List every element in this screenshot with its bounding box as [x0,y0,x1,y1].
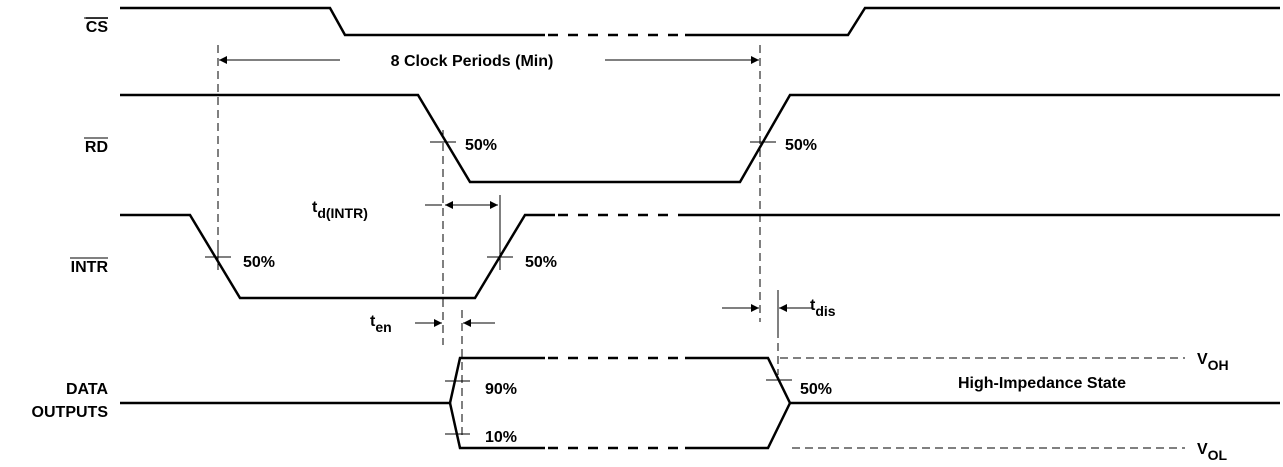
level-label: 50% [525,254,557,271]
data-label: OUTPUTS [32,404,109,421]
level-label: 50% [243,254,275,271]
timing-label: td(INTR) [312,199,368,220]
level-label: 10% [485,429,517,446]
level-label: 90% [485,381,517,398]
data-wave [448,402,545,450]
level-label: 50% [785,137,817,154]
rd-wave [120,93,1280,184]
cs-label: CS [86,19,109,36]
span-label: 8 Clock Periods (Min) [391,53,554,70]
intr-label: INTR [71,259,109,276]
data-wave [120,356,545,405]
state-label: High-Impedance State [958,375,1126,392]
intr-wave [120,213,555,300]
cs-wave [120,6,545,37]
vol-label: VOL [1197,441,1228,462]
cs-wave [685,6,1280,37]
voh-label: VOH [1197,351,1229,372]
level-label: 50% [465,137,497,154]
data-wave [685,402,792,450]
data-label: DATA [66,381,109,398]
level-label: 50% [800,381,832,398]
rd-label: RD [85,139,108,156]
timing-label: ten [370,313,392,334]
timing-label: tdis [810,297,836,318]
